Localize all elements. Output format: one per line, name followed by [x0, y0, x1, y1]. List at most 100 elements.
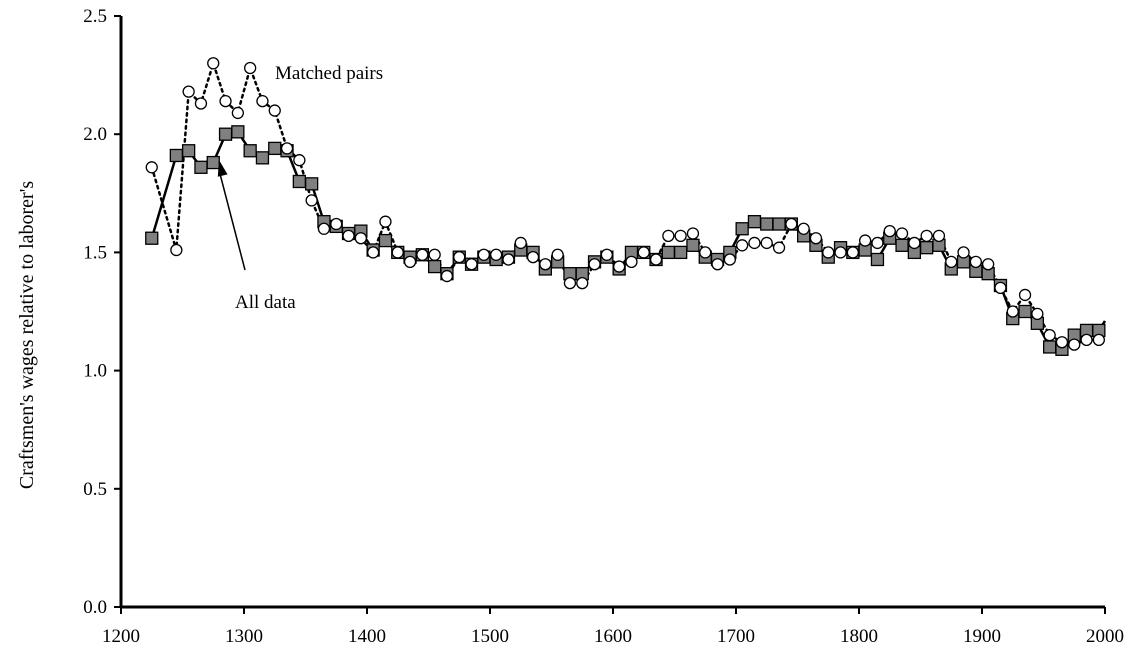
point-matched: [354, 232, 368, 245]
point-matched: [994, 281, 1007, 295]
point-matched: [1068, 338, 1081, 351]
annotations: Matched pairs All data: [217, 63, 383, 313]
point-all: [292, 174, 307, 189]
x-tick-label: 1500: [471, 626, 509, 647]
x-tick-label: 1300: [225, 626, 263, 647]
point-all: [181, 144, 196, 158]
point-matched: [145, 161, 158, 174]
point-all: [674, 245, 688, 260]
point-all: [920, 241, 934, 255]
point-matched: [170, 243, 183, 257]
point-all: [268, 141, 282, 156]
point-matched: [391, 246, 404, 259]
point-all: [243, 144, 257, 158]
point-matched: [920, 229, 933, 243]
point-matched: [1043, 328, 1056, 342]
x-tick-label: 1700: [717, 626, 755, 647]
point-matched: [1055, 336, 1069, 349]
point-matched: [588, 258, 601, 271]
tick-labels: 0.0 0.5 1.0 1.5 2.0 2.5 1200 1300 1400 1500 1600 17…: [83, 6, 1124, 647]
point-matched: [440, 269, 454, 283]
y-tick-label: 1.5: [83, 242, 107, 263]
point-all: [735, 222, 749, 236]
x-tick-label: 1200: [102, 626, 140, 647]
annotation-matched-pairs: Matched pairs: [275, 63, 383, 84]
point-matched: [514, 236, 527, 250]
all-data-arrow-head: [217, 160, 228, 177]
point-all: [231, 125, 245, 139]
point-all: [169, 148, 184, 163]
point-matched: [219, 94, 232, 108]
point-matched: [366, 246, 380, 259]
point-matched: [883, 224, 896, 238]
point-matched: [932, 229, 946, 243]
point-matched: [194, 97, 208, 110]
y-axis-title: Craftsmen's wages relative to laborer's: [16, 181, 38, 489]
x-tick-label: 1800: [840, 626, 878, 647]
point-matched: [895, 227, 909, 240]
point-matched: [600, 248, 613, 261]
point-matched: [686, 227, 700, 240]
point-matched: [846, 246, 859, 259]
point-matched: [809, 232, 823, 245]
point-matched: [662, 229, 675, 243]
point-matched: [797, 222, 810, 235]
point-all: [870, 252, 885, 267]
point-matched: [785, 217, 798, 231]
point-matched: [1080, 333, 1093, 347]
point-matched: [477, 248, 491, 261]
y-tick-label: 0.0: [83, 597, 107, 618]
point-matched: [699, 246, 712, 259]
x-tick-label: 1600: [594, 626, 632, 647]
point-matched: [834, 246, 847, 259]
y-tick-label: 2.5: [83, 6, 107, 27]
point-matched: [317, 222, 331, 235]
point-matched: [342, 229, 355, 243]
point-matched: [428, 248, 441, 261]
series-markers: [145, 57, 1106, 356]
point-all: [255, 151, 270, 165]
point-matched: [908, 236, 921, 250]
point-matched: [403, 255, 417, 269]
point-matched: [1018, 288, 1032, 302]
point-all: [661, 245, 675, 260]
point-matched: [822, 246, 835, 259]
point-matched: [502, 253, 515, 266]
point-matched: [674, 229, 687, 243]
point-matched: [871, 236, 884, 250]
point-matched: [760, 236, 773, 250]
point-matched: [489, 248, 503, 261]
point-all: [686, 238, 700, 252]
point-matched: [859, 234, 872, 247]
point-all: [772, 217, 786, 231]
point-matched: [379, 215, 392, 228]
point-matched: [1006, 305, 1019, 318]
point-all: [747, 215, 762, 229]
point-matched: [1031, 307, 1044, 321]
point-matched: [243, 61, 257, 75]
point-matched: [1092, 333, 1105, 347]
point-matched: [182, 85, 195, 98]
point-all: [1043, 340, 1057, 354]
y-tick-label: 2.0: [83, 124, 107, 145]
point-all: [1018, 304, 1032, 319]
point-matched: [256, 94, 269, 108]
point-matched: [293, 154, 306, 167]
point-matched: [736, 239, 749, 252]
annotation-all-data: All data: [235, 292, 296, 313]
point-matched: [748, 236, 761, 250]
point-matched: [305, 194, 318, 207]
point-matched: [576, 276, 589, 290]
point-matched: [453, 250, 466, 264]
point-matched: [416, 248, 429, 261]
point-matched: [231, 106, 245, 120]
point-matched: [539, 258, 552, 271]
point-matched: [551, 248, 564, 261]
point-matched: [982, 258, 995, 271]
x-tick-label: 1900: [963, 626, 1001, 647]
point-matched: [625, 255, 638, 269]
point-matched: [957, 246, 970, 259]
y-tick-label: 0.5: [83, 479, 107, 500]
point-matched: [945, 255, 958, 269]
